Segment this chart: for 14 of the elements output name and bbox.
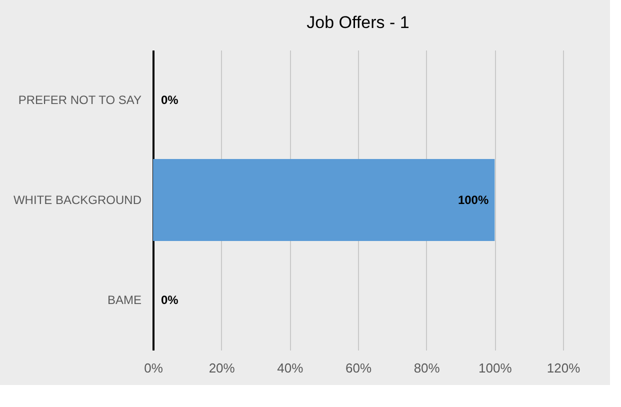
y-tick-label: PREFER NOT TO SAY xyxy=(18,93,142,107)
y-tick-label: WHITE BACKGROUND xyxy=(13,193,142,207)
x-tick-label: 100% xyxy=(478,360,512,376)
data-label: 0% xyxy=(161,93,179,107)
x-tick-label: 0% xyxy=(144,360,164,376)
x-tick-label: 20% xyxy=(208,360,236,376)
data-label: 100% xyxy=(458,193,489,207)
data-label: 0% xyxy=(161,293,179,307)
chart-title: Job Offers - 1 xyxy=(306,13,410,32)
x-tick-label: 60% xyxy=(345,360,372,376)
x-tick-label: 120% xyxy=(546,360,581,376)
x-tick-label: 80% xyxy=(414,360,440,376)
y-tick-label: BAME xyxy=(107,293,142,307)
x-tick-label: 40% xyxy=(277,360,304,376)
